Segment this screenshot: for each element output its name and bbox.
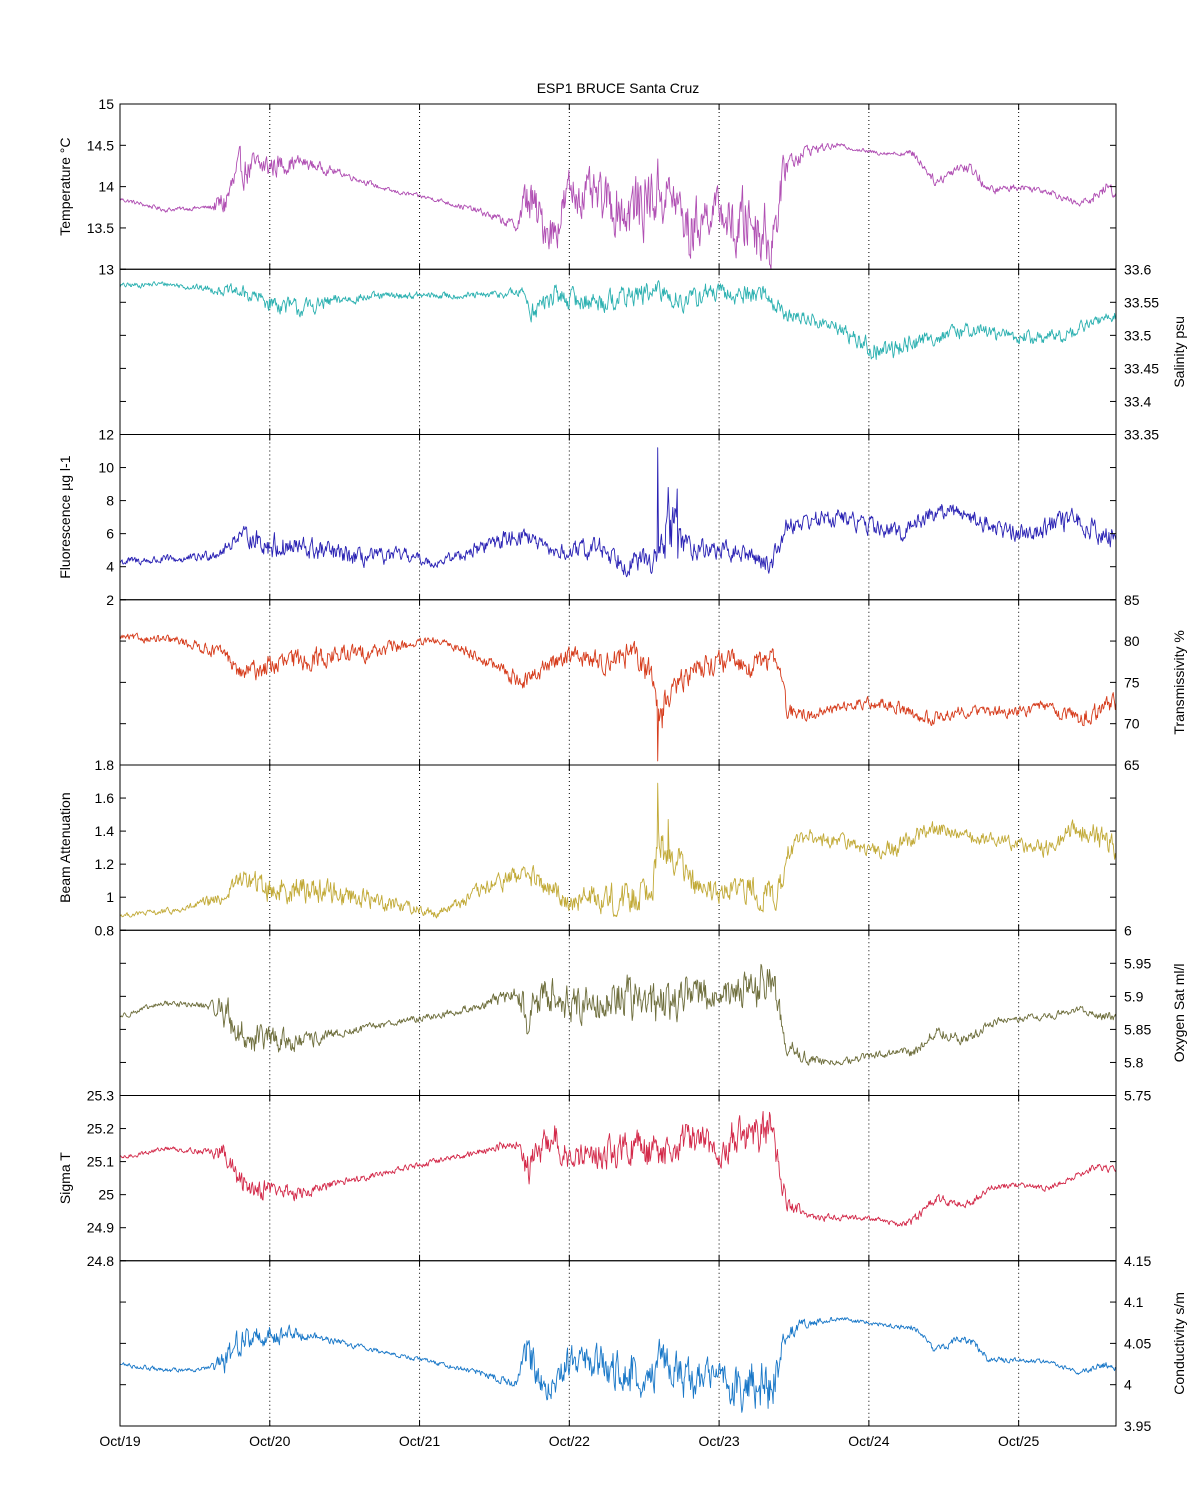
figure-title: ESP1 BRUCE Santa Cruz <box>537 80 700 96</box>
x-tick-label: Oct/24 <box>848 1433 889 1449</box>
y-tick-label: 2 <box>106 592 114 608</box>
y-tick-label: 14 <box>98 179 114 195</box>
y-tick-label: 5.75 <box>1124 1088 1151 1104</box>
y-tick-label: 4.1 <box>1124 1294 1144 1310</box>
y-tick-label: 15 <box>98 96 114 112</box>
y-tick-label: 4.05 <box>1124 1335 1151 1351</box>
panel-6: 5.75 5.8 5.85 5.9 5.95 6 Oxygen Sat ml/l <box>119 922 1187 1104</box>
y-tick-label: 33.35 <box>1124 427 1159 443</box>
y-tick-label: 0.8 <box>95 922 115 938</box>
x-tick-label: Oct/20 <box>249 1433 290 1449</box>
series-line <box>119 447 1117 578</box>
y-tick-label: 25.1 <box>87 1154 114 1170</box>
y-axis-title: Conductivity s/m <box>1171 1292 1187 1395</box>
y-tick-label: 14.5 <box>87 137 114 153</box>
y-tick-label: 25.3 <box>87 1088 114 1104</box>
panel-7: 24.8 24.9 25 25.1 25.2 25.3 Sigma T <box>57 1088 1117 1269</box>
x-tick-label: Oct/22 <box>549 1433 590 1449</box>
y-tick-label: 70 <box>1124 716 1140 732</box>
y-tick-label: 13.5 <box>87 220 114 236</box>
panel-8: 3.95 4 4.05 4.1 4.15 Conductivity s/m <box>119 1253 1187 1434</box>
y-axis-title: Temperature °C <box>57 138 73 236</box>
y-tick-label: 10 <box>98 460 114 476</box>
y-tick-label: 5.8 <box>1124 1054 1144 1070</box>
x-axis-labels: Oct/19 Oct/20 Oct/21 Oct/22 Oct/23 Oct/24 Oct/… <box>99 1433 1039 1449</box>
y-tick-label: 13 <box>98 261 114 277</box>
y-tick-label: 8 <box>106 493 114 509</box>
x-tick-label: Oct/23 <box>698 1433 739 1449</box>
y-tick-label: 33.6 <box>1124 261 1151 277</box>
series-line <box>119 632 1117 762</box>
y-tick-label: 75 <box>1124 674 1140 690</box>
y-tick-label: 4.15 <box>1124 1253 1151 1269</box>
x-tick-label: Oct/25 <box>998 1433 1039 1449</box>
y-tick-label: 5.9 <box>1124 988 1144 1004</box>
y-tick-label: 65 <box>1124 757 1140 773</box>
series-line <box>119 1316 1117 1413</box>
series-line <box>119 280 1117 360</box>
y-tick-label: 33.45 <box>1124 360 1159 376</box>
y-tick-label: 1.6 <box>95 790 115 806</box>
y-axis-title: Fluorescence µg l-1 <box>57 455 73 578</box>
series-line <box>119 1110 1117 1227</box>
y-tick-label: 4 <box>1124 1377 1132 1393</box>
y-axis-title: Salinity psu <box>1171 316 1187 388</box>
y-tick-label: 1.4 <box>95 823 115 839</box>
y-tick-label: 24.9 <box>87 1220 114 1236</box>
series-line <box>119 963 1117 1066</box>
y-axis-title: Beam Attenuation <box>57 792 73 903</box>
series-line <box>119 782 1117 919</box>
y-tick-label: 33.4 <box>1124 393 1151 409</box>
x-tick-label: Oct/19 <box>99 1433 140 1449</box>
series-line <box>119 142 1117 270</box>
y-tick-label: 12 <box>98 427 114 443</box>
y-tick-label: 4 <box>106 559 114 575</box>
y-axis-title: Transmissivity % <box>1171 630 1187 735</box>
y-tick-label: 25 <box>98 1187 114 1203</box>
x-tick-label: Oct/21 <box>399 1433 440 1449</box>
y-tick-label: 1.2 <box>95 856 115 872</box>
y-tick-label: 6 <box>1124 922 1132 938</box>
y-tick-label: 33.55 <box>1124 294 1159 310</box>
y-tick-label: 6 <box>106 526 114 542</box>
y-tick-label: 1.8 <box>95 757 115 773</box>
y-tick-label: 85 <box>1124 592 1140 608</box>
panel-4: 65 70 75 80 85 Transmissivity % <box>119 592 1187 773</box>
y-tick-label: 25.2 <box>87 1121 114 1137</box>
y-tick-label: 5.85 <box>1124 1021 1151 1037</box>
y-tick-label: 5.95 <box>1124 955 1151 971</box>
y-tick-label: 80 <box>1124 633 1140 649</box>
y-axis-title: Sigma T <box>57 1152 73 1204</box>
y-axis-title: Oxygen Sat ml/l <box>1171 963 1187 1062</box>
y-tick-label: 24.8 <box>87 1253 114 1269</box>
y-tick-label: 33.5 <box>1124 327 1151 343</box>
panel-2: 33.35 33.4 33.45 33.5 33.55 33.6 Salinity psu <box>119 261 1187 443</box>
y-tick-label: 3.95 <box>1124 1418 1151 1434</box>
y-tick-label: 1 <box>106 889 114 905</box>
